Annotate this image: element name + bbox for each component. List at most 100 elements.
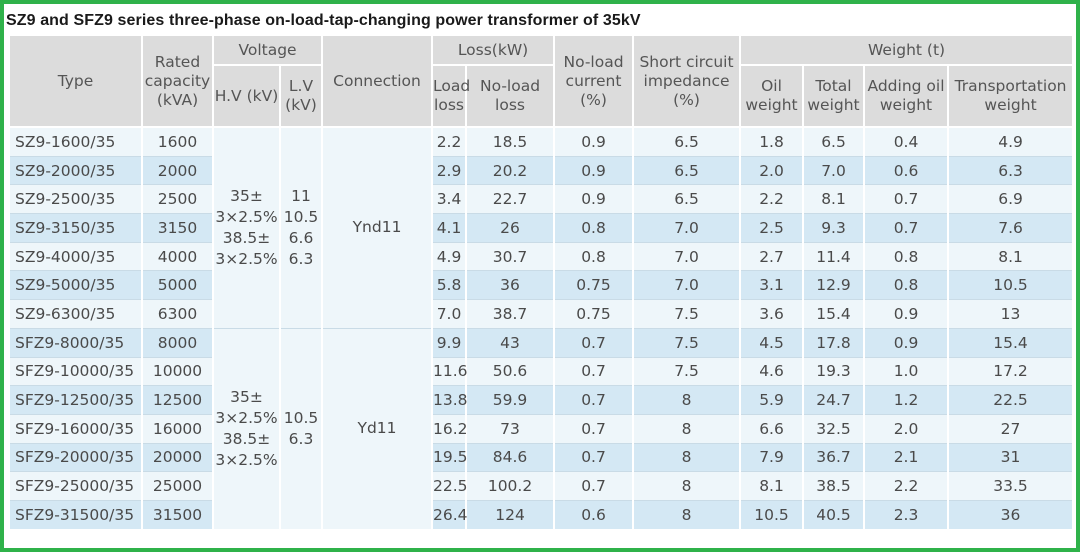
cell-transport-weight: 15.4: [947, 327, 1075, 357]
cell-noload-current: 0.7: [553, 385, 635, 415]
cell-rated-capacity: 12500: [141, 385, 214, 415]
cell-total-weight: 24.7: [802, 385, 866, 415]
cell-type: SFZ9-20000/35: [8, 442, 143, 472]
cell-short-circuit: 7.0: [632, 241, 742, 271]
cell-adding-oil-weight: 0.8: [863, 241, 950, 271]
cell-adding-oil-weight: 0.4: [863, 126, 950, 157]
table-row: SFZ9-12500/35 12500 13.8 59.9 0.7 8 5.9 24.7 1.2…: [8, 385, 1075, 415]
cell-oil-weight: 8.1: [739, 471, 805, 501]
cell-lv: 11 10.5 6.6 6.3: [278, 126, 324, 329]
cell-total-weight: 38.5: [802, 471, 866, 501]
cell-rated-capacity: 10000: [141, 356, 214, 386]
cell-rated-capacity: 4000: [141, 241, 214, 271]
header-noload-loss: No-load loss: [465, 64, 556, 128]
cell-type: SZ9-3150/35: [8, 213, 143, 243]
cell-transport-weight: 4.9: [947, 126, 1075, 157]
cell-transport-weight: 6.3: [947, 155, 1075, 185]
cell-oil-weight: 10.5: [739, 499, 805, 529]
cell-type: SZ9-1600/35: [8, 126, 143, 157]
cell-load-loss: 2.9: [431, 155, 468, 185]
header-lv: L.V (kV): [278, 64, 324, 128]
cell-total-weight: 6.5: [802, 126, 866, 157]
cell-connection-line: Ynd11: [352, 218, 402, 237]
cell-hv: 35± 3×2.5% 38.5± 3×2.5%: [212, 126, 281, 329]
cell-oil-weight: 7.9: [739, 442, 805, 472]
cell-oil-weight: 4.6: [739, 356, 805, 386]
cell-noload-current: 0.9: [553, 126, 635, 157]
table-row: SZ9-2500/35 2500 3.4 22.7 0.9 6.5 2.2 8.1 0.7 6.9: [8, 184, 1075, 214]
cell-noload-loss: 18.5: [465, 126, 556, 157]
cell-type: SFZ9-31500/35: [8, 499, 143, 529]
cell-transport-weight: 31: [947, 442, 1075, 472]
cell-transport-weight: 6.9: [947, 184, 1075, 214]
cell-total-weight: 8.1: [802, 184, 866, 214]
table-row: SZ9-6300/35 6300 7.0 38.7 0.75 7.5 3.6 15.4 0.9 1…: [8, 299, 1075, 329]
cell-rated-capacity: 31500: [141, 499, 214, 529]
cell-oil-weight: 6.6: [739, 413, 805, 444]
cell-total-weight: 7.0: [802, 155, 866, 185]
cell-rated-capacity: 2500: [141, 184, 214, 214]
cell-load-loss: 3.4: [431, 184, 468, 214]
cell-hv: 35± 3×2.5% 38.5± 3×2.5%: [212, 327, 281, 529]
cell-noload-current: 0.75: [553, 299, 635, 329]
cell-transport-weight: 7.6: [947, 213, 1075, 243]
table-row: SZ9-5000/35 5000 5.8 36 0.75 7.0 3.1 12.9 0.8 10.…: [8, 270, 1075, 300]
cell-type: SZ9-2000/35: [8, 155, 143, 185]
cell-rated-capacity: 20000: [141, 442, 214, 472]
table-body: SZ9-1600/35 1600 35± 3×2.5% 38.5± 3×2.5% 11 10.…: [8, 126, 1075, 529]
cell-short-circuit: 8: [632, 442, 742, 472]
cell-total-weight: 32.5: [802, 413, 866, 444]
cell-short-circuit: 8: [632, 471, 742, 501]
cell-load-loss: 9.9: [431, 327, 468, 357]
header-loss: Loss(kW): [431, 34, 556, 66]
cell-total-weight: 40.5: [802, 499, 866, 529]
cell-adding-oil-weight: 0.8: [863, 270, 950, 300]
cell-hv-line: 38.5±: [222, 429, 271, 448]
table-row: SFZ9-16000/35 16000 16.2 73 0.7 8 6.6 32.5 2.0 27: [8, 413, 1075, 444]
table-row: SFZ9-8000/35 8000 35± 3×2.5% 38.5± 3×2.5% 10.5…: [8, 327, 1075, 529]
cell-noload-current: 0.7: [553, 442, 635, 472]
header-noload-current: No-load current (%): [553, 34, 635, 128]
cell-noload-loss: 38.7: [465, 299, 556, 329]
transformer-spec-table: Type Rated capacity (kVA) Voltage Connec…: [8, 34, 1075, 529]
cell-noload-loss: 84.6: [465, 442, 556, 472]
cell-type: SZ9-4000/35: [8, 241, 143, 271]
cell-transport-weight: 10.5: [947, 270, 1075, 300]
header-type: Type: [8, 34, 143, 128]
cell-type: SZ9-6300/35: [8, 299, 143, 329]
table-row: SZ9-3150/35 3150 4.1 26 0.8 7.0 2.5 9.3 0.7 7.6: [8, 213, 1075, 243]
cell-rated-capacity: 16000: [141, 413, 214, 444]
cell-load-loss: 4.1: [431, 213, 468, 243]
cell-load-loss: 16.2: [431, 413, 468, 444]
header-transport-weight: Transportation weight: [947, 64, 1075, 128]
cell-noload-current: 0.7: [553, 471, 635, 501]
cell-transport-weight: 22.5: [947, 385, 1075, 415]
cell-short-circuit: 7.5: [632, 299, 742, 329]
cell-adding-oil-weight: 0.7: [863, 184, 950, 214]
cell-adding-oil-weight: 1.0: [863, 356, 950, 386]
cell-adding-oil-weight: 2.3: [863, 499, 950, 529]
cell-noload-loss: 22.7: [465, 184, 556, 214]
cell-noload-loss: 73: [465, 413, 556, 444]
cell-type: SFZ9-12500/35: [8, 385, 143, 415]
cell-rated-capacity: 8000: [141, 327, 214, 357]
cell-noload-loss: 50.6: [465, 356, 556, 386]
cell-hv-line: 35±: [230, 387, 263, 406]
cell-type: SFZ9-25000/35: [8, 471, 143, 501]
cell-adding-oil-weight: 2.2: [863, 471, 950, 501]
cell-total-weight: 15.4: [802, 299, 866, 329]
cell-connection: Ynd11: [321, 126, 434, 329]
cell-type: SZ9-2500/35: [8, 184, 143, 214]
cell-total-weight: 11.4: [802, 241, 866, 271]
cell-noload-loss: 30.7: [465, 241, 556, 271]
table-row: SFZ9-20000/35 20000 19.5 84.6 0.7 8 7.9 36.7 2.1…: [8, 442, 1075, 472]
cell-noload-current: 0.8: [553, 213, 635, 243]
cell-hv-line: 38.5±: [222, 228, 271, 247]
cell-oil-weight: 3.6: [739, 299, 805, 329]
table-row: SFZ9-10000/35 10000 11.6 50.6 0.7 7.5 4.6 19.3 1…: [8, 356, 1075, 386]
cell-transport-weight: 17.2: [947, 356, 1075, 386]
cell-oil-weight: 2.7: [739, 241, 805, 271]
cell-short-circuit: 8: [632, 413, 742, 444]
cell-oil-weight: 4.5: [739, 327, 805, 357]
header-voltage: Voltage: [211, 34, 324, 66]
